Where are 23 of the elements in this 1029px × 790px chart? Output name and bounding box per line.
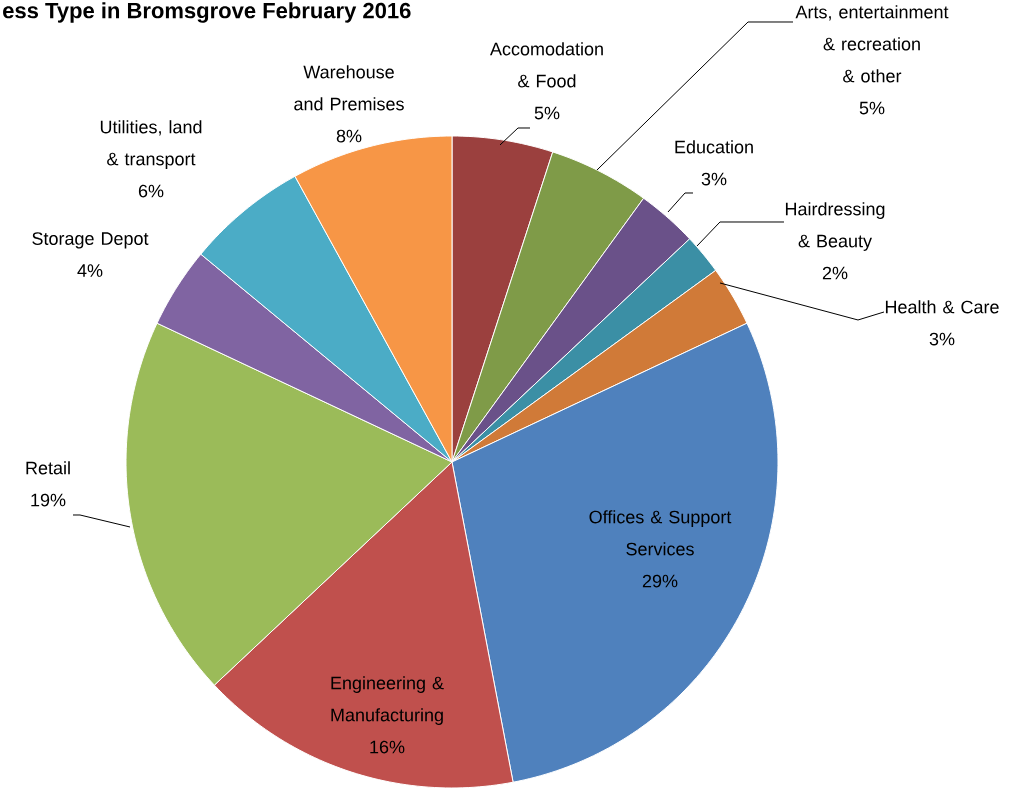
data-label: 16% (370, 740, 405, 754)
slice-label: Utilities, land & transport (100, 120, 202, 169)
slice-label: Warehouse and Premises (294, 65, 404, 111)
slice-label: Hairdressing & Beauty (785, 202, 885, 251)
chart-title: ess Type in Bromsgrove February 2016 (3, 2, 411, 23)
data-label: 3% (701, 172, 727, 186)
data-label: 29% (642, 574, 678, 588)
data-label: 3% (929, 332, 955, 346)
data-label: 6% (138, 184, 164, 198)
data-label: 8% (336, 129, 362, 143)
data-label: 2% (822, 266, 848, 280)
data-label: 4% (77, 264, 103, 277)
slice-label: Offices & Support Services (589, 510, 732, 556)
slice-label: Education (675, 140, 753, 154)
slice-label: Retail (26, 461, 70, 475)
data-label: 19% (31, 493, 66, 507)
slice-label: Accomodation & Food (490, 42, 603, 88)
data-label: 5% (859, 101, 885, 115)
slice-label: Arts, entertainment & recreation & other (795, 5, 949, 83)
slice-label: Storage Depot (32, 232, 149, 249)
slice-label: Health & Care (885, 300, 999, 314)
data-label: 5% (534, 106, 560, 120)
slice-label: Engineering & Manufacturing (331, 676, 444, 725)
